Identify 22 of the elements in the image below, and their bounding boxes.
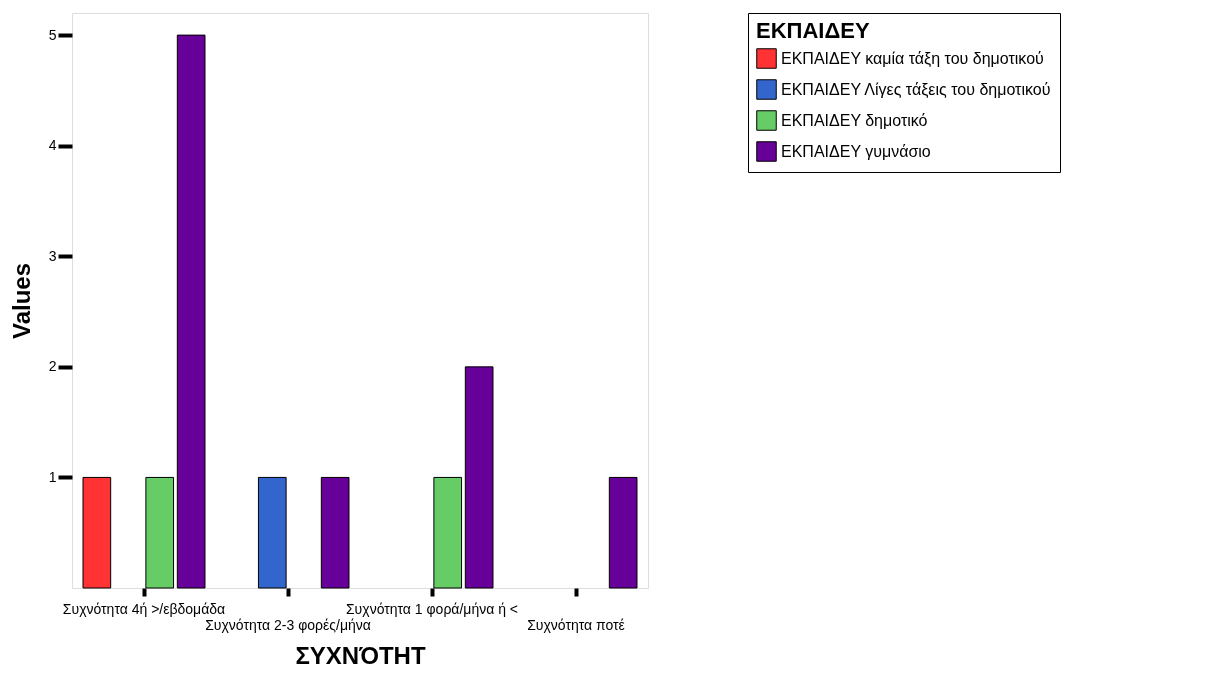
x-axis-title: ΣΥΧΝΌΤΗΤ (295, 641, 426, 669)
bar (320, 476, 350, 589)
bar (464, 366, 494, 589)
legend-label: ΕΚΠΑΙΔΕΥ Λίγες τάξεις του δημοτικού (781, 80, 1051, 99)
y-tick-label: 4 (48, 137, 57, 154)
legend-label: ΕΚΠΑΙΔΕΥ δημοτικό (781, 111, 928, 129)
legend-title: ΕΚΠΑΙΔΕΥ (756, 18, 870, 43)
y-tick-label: 2 (48, 358, 57, 375)
y-tick-label: 3 (48, 247, 57, 264)
y-tick-label: 1 (48, 468, 57, 485)
y-axis-title: Values (7, 262, 35, 340)
legend-label: ΕΚΠΑΙΔΕΥ γυμνάσιο (781, 142, 931, 160)
legend-label: ΕΚΠΑΙΔΕΥ καμία τάξη του δημοτικού (781, 49, 1044, 68)
bar (176, 34, 206, 589)
x-tick-label: Συχνότητα ποτέ (527, 616, 625, 633)
bar (82, 476, 112, 589)
bar (257, 476, 287, 589)
y-tick-label: 5 (48, 26, 57, 43)
x-tick-label: Συχνότητα 4ή >/εβδομάδα (62, 600, 226, 617)
bar (608, 476, 638, 589)
x-tick-label: Συχνότητα 1 φορά/μήνα ή < (345, 600, 519, 617)
x-tick-label: Συχνότητα 2-3 φορές/μήνα (205, 616, 371, 633)
